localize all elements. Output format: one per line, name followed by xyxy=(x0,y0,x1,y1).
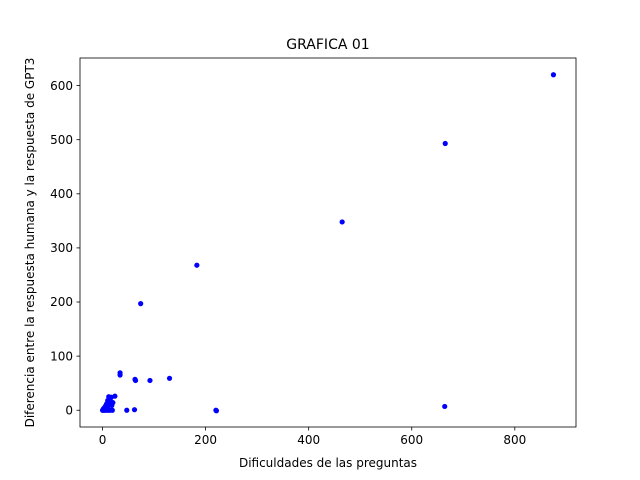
x-tick-label: 0 xyxy=(99,433,107,447)
data-point xyxy=(124,407,130,413)
data-point xyxy=(442,403,448,410)
data-point xyxy=(109,407,115,413)
y-tick-label: 600 xyxy=(50,79,73,93)
y-tick-label: 500 xyxy=(50,133,73,147)
data-point xyxy=(550,72,557,78)
y-tick-label: 200 xyxy=(50,295,73,309)
x-axis-title: Dificuldades de las preguntas xyxy=(239,456,417,470)
x-tick-label: 200 xyxy=(194,433,217,447)
y-tick-label: 100 xyxy=(50,349,73,363)
y-axis-title: Diferencia entre la respuesta humana y l… xyxy=(23,58,37,428)
x-tick-label: 400 xyxy=(297,433,320,447)
data-point xyxy=(194,262,200,268)
x-axis-ticks: 0 200 400 600 800 xyxy=(99,427,526,447)
y-tick-label: 400 xyxy=(50,187,73,201)
data-point xyxy=(138,301,144,307)
data-point xyxy=(339,219,345,225)
data-point xyxy=(166,375,173,381)
x-tick-label: 800 xyxy=(503,433,526,447)
plot-frame xyxy=(79,57,577,428)
data-point xyxy=(109,402,115,408)
data-point xyxy=(131,407,138,413)
chart-title: GRAFICA 01 xyxy=(286,37,369,53)
data-point xyxy=(132,377,139,384)
data-point xyxy=(108,394,114,400)
data-point xyxy=(117,372,123,378)
y-tick-label: 300 xyxy=(50,241,73,255)
plot-area xyxy=(80,58,576,427)
y-tick-label: 0 xyxy=(65,403,73,417)
x-tick-label: 600 xyxy=(400,433,423,447)
data-point xyxy=(442,140,448,147)
data-point xyxy=(147,377,153,384)
data-points xyxy=(99,72,557,414)
y-axis-ticks: 0 100 200 300 400 500 600 xyxy=(50,79,80,417)
data-point xyxy=(213,408,220,414)
